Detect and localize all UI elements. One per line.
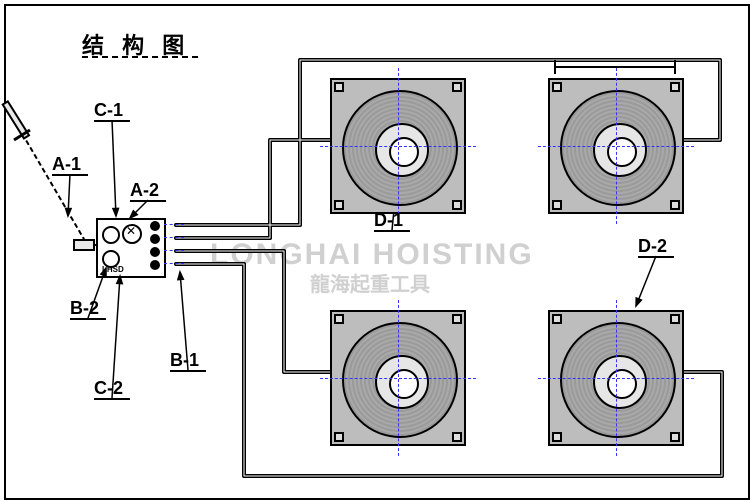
manifold-port xyxy=(150,260,160,270)
port-dash xyxy=(164,250,184,251)
label-underline xyxy=(374,230,410,232)
dimension-tick xyxy=(554,60,556,74)
caster-mid xyxy=(375,123,429,177)
caster-mid xyxy=(593,123,647,177)
bolt-hole xyxy=(452,200,462,210)
centerline-v xyxy=(398,68,399,224)
bolt-hole xyxy=(552,432,562,442)
manifold-knob xyxy=(102,250,120,268)
caster-base xyxy=(548,78,684,214)
caster-wheel xyxy=(560,90,677,207)
watermark-en: LONGHAI HOISTING xyxy=(210,238,534,272)
callout-label: D-1 xyxy=(374,210,403,231)
label-underline xyxy=(170,370,206,372)
caster-mid xyxy=(375,355,429,409)
caster-hub xyxy=(607,137,637,167)
dimension-tick xyxy=(674,60,676,74)
label-underline xyxy=(94,398,130,400)
manifold-knob xyxy=(102,226,120,244)
caster-hub xyxy=(389,369,419,399)
dimension-line xyxy=(554,66,674,68)
label-underline xyxy=(130,200,166,202)
caster-wheel xyxy=(342,90,459,207)
manifold-port xyxy=(150,247,160,257)
label-underline xyxy=(70,318,106,320)
callout-label: A-1 xyxy=(52,154,81,175)
port-dash xyxy=(164,237,184,238)
caster-hub xyxy=(607,369,637,399)
label-underline xyxy=(638,256,674,258)
callout-label: B-1 xyxy=(170,350,199,371)
label-underline xyxy=(94,120,130,122)
manifold-port xyxy=(150,221,160,231)
watermark-cn: 龍海起重工具 xyxy=(310,268,430,297)
callout-label: C-1 xyxy=(94,100,123,121)
callout-label: D-2 xyxy=(638,236,667,257)
bolt-hole xyxy=(334,432,344,442)
port-dash xyxy=(164,263,184,264)
caster-base xyxy=(330,78,466,214)
callout-label: B-2 xyxy=(70,298,99,319)
caster-wheel xyxy=(342,322,459,439)
centerline-v xyxy=(616,300,617,456)
callout-label: A-2 xyxy=(130,180,159,201)
caster-hub xyxy=(389,137,419,167)
bolt-hole xyxy=(452,432,462,442)
bolt-hole xyxy=(552,200,562,210)
callout-label: C-2 xyxy=(94,378,123,399)
bolt-hole xyxy=(334,200,344,210)
caster-mid xyxy=(593,355,647,409)
manifold-body: LHSD xyxy=(96,218,166,278)
centerline-v xyxy=(616,68,617,224)
port-dash xyxy=(164,224,184,225)
caster-wheel xyxy=(560,322,677,439)
bolt-hole xyxy=(670,432,680,442)
centerline-v xyxy=(398,300,399,456)
title-underline xyxy=(82,56,198,58)
caster-base xyxy=(330,310,466,446)
manifold-port xyxy=(150,234,160,244)
caster-base xyxy=(548,310,684,446)
pressure-gauge-icon xyxy=(122,224,142,244)
label-underline xyxy=(52,174,88,176)
bolt-hole xyxy=(670,200,680,210)
